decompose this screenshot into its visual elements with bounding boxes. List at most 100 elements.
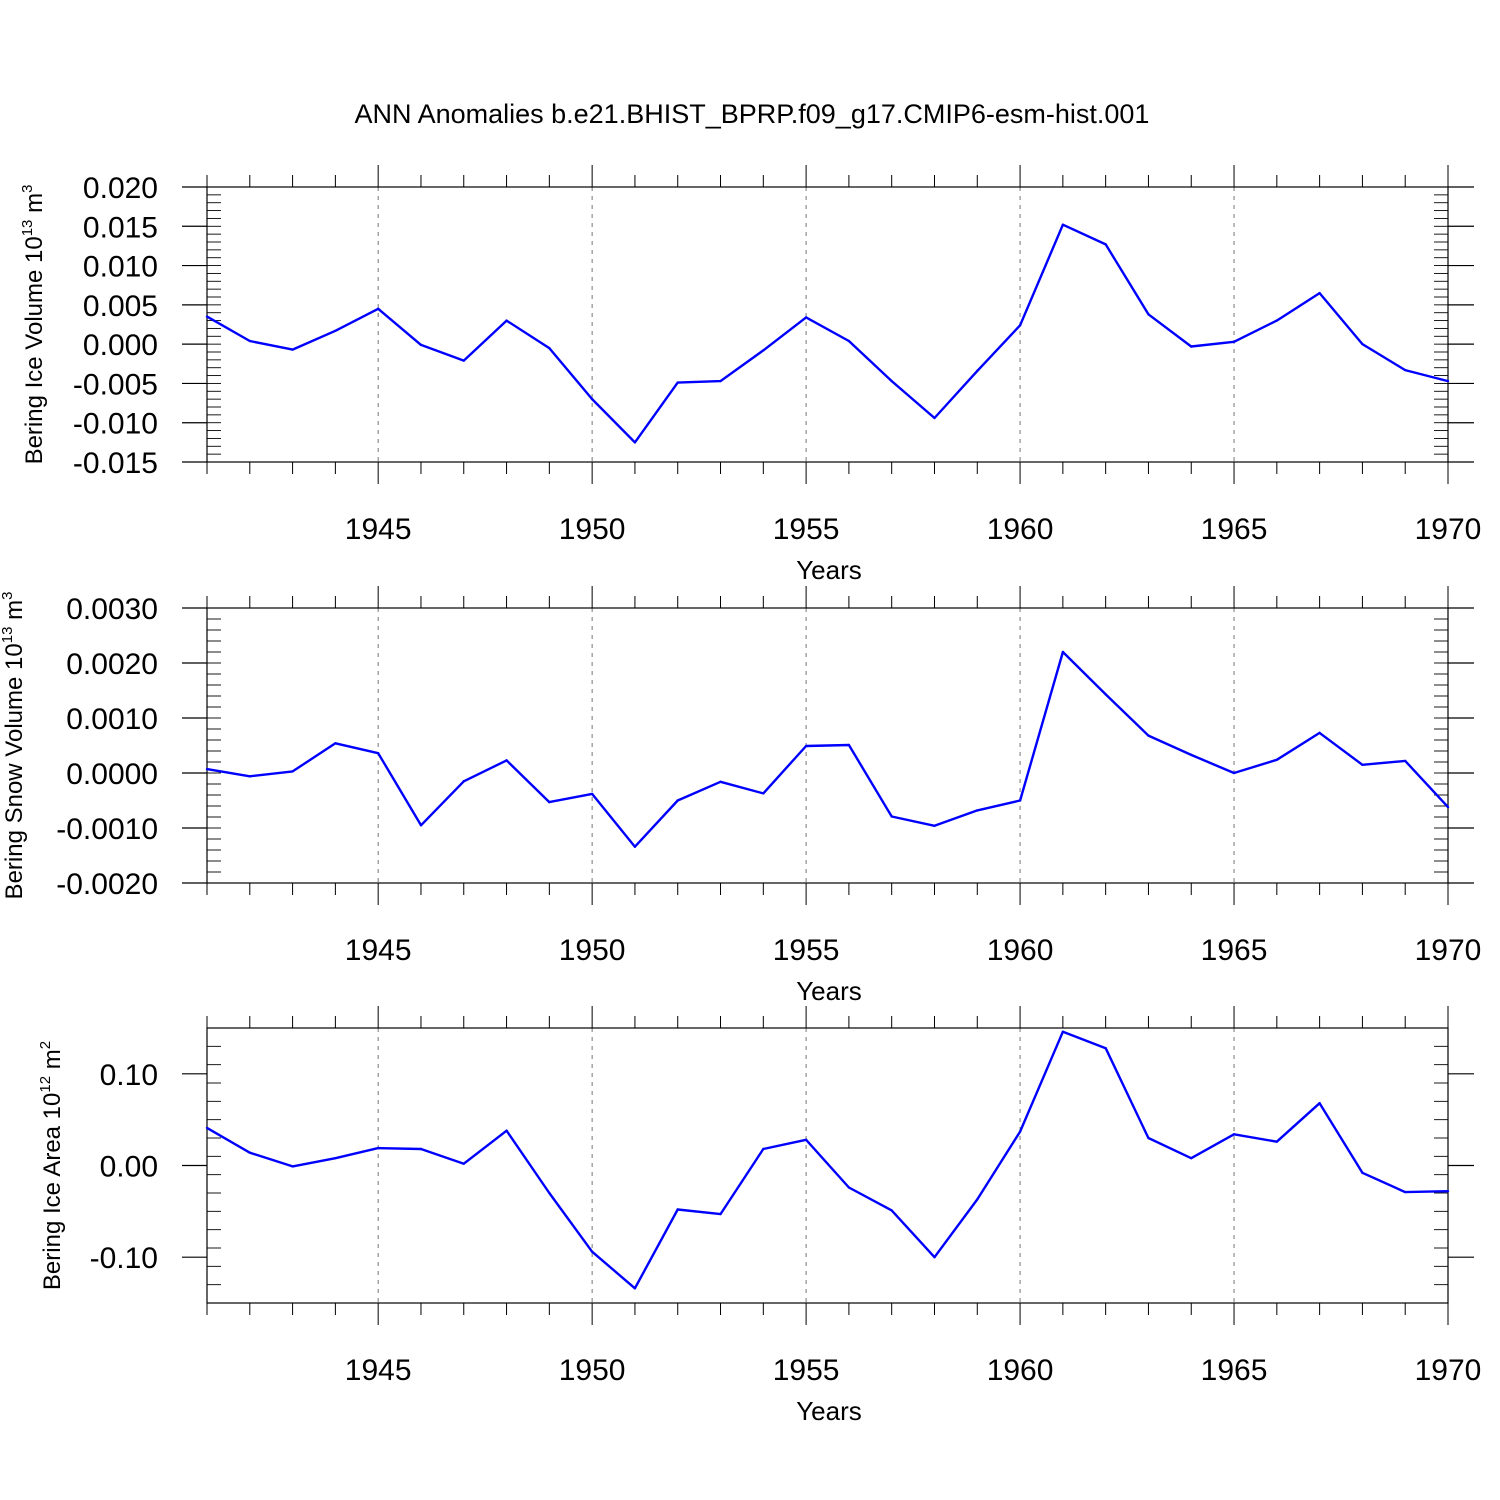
data-point [976, 369, 979, 373]
y-tick-label: -0.015 [73, 447, 158, 480]
data-point [676, 799, 679, 802]
y-axis-title: Bering Ice Volume 1013 m3 [19, 185, 48, 465]
data-point [1232, 1133, 1236, 1136]
x-tick-label: 1945 [345, 934, 412, 967]
data-point [462, 780, 465, 783]
data-point [334, 742, 337, 745]
x-tick-label: 1965 [1201, 513, 1268, 546]
y-tick-label: 0.020 [83, 172, 158, 205]
series-line [206, 223, 1449, 444]
data-point [1018, 799, 1022, 802]
data-point [719, 780, 722, 783]
data-point [205, 767, 209, 771]
data-point [462, 359, 465, 362]
y-tick-label: 0.10 [100, 1059, 158, 1092]
y-tick-label: 0.010 [83, 251, 158, 284]
data-point [419, 824, 423, 827]
data-point [847, 1186, 851, 1189]
data-point [1275, 1140, 1279, 1143]
data-point [1361, 1171, 1364, 1175]
data-point [1318, 731, 1321, 735]
data-point [1404, 1190, 1407, 1194]
data-point [676, 381, 679, 384]
data-point [505, 759, 508, 762]
data-point [548, 346, 551, 350]
plot-frame [206, 1027, 1449, 1304]
data-point [1190, 753, 1193, 757]
plot-frame [206, 607, 1449, 884]
data-point [933, 824, 936, 827]
data-point [205, 1126, 209, 1130]
data-point [847, 339, 851, 343]
data-point [847, 743, 851, 747]
x-tick-label: 1955 [773, 513, 840, 546]
data-point [762, 349, 765, 352]
data-point [719, 379, 722, 383]
y-axis-title-text: Bering Snow Volume 10 [1, 643, 28, 899]
data-point [1318, 1101, 1321, 1105]
y-tick-label: -0.0010 [56, 813, 158, 846]
y-axis-title-text: Bering Ice Area 10 [39, 1093, 66, 1290]
data-point [1147, 734, 1150, 737]
x-tick-label: 1965 [1201, 1354, 1268, 1387]
data-point [548, 800, 551, 804]
x-axis-title: Years [796, 976, 862, 1006]
data-point [1018, 324, 1022, 327]
y-tick-label: 0.005 [83, 290, 158, 323]
x-tick-label: 1965 [1201, 934, 1268, 967]
data-point [933, 416, 936, 420]
data-point [933, 1255, 936, 1259]
data-point [804, 316, 808, 319]
data-point [633, 441, 637, 444]
data-point [1104, 243, 1107, 246]
y-tick-label: -0.0020 [56, 868, 158, 901]
data-point [590, 1250, 594, 1253]
data-point [1104, 693, 1107, 696]
data-point [590, 397, 594, 401]
y-axis-title-unit: m [39, 1049, 66, 1076]
y-tick-label: -0.010 [73, 408, 158, 441]
data-point [505, 1129, 508, 1132]
x-tick-label: 1960 [987, 1354, 1054, 1387]
data-point [804, 1138, 808, 1142]
data-point [1318, 291, 1321, 295]
x-axis-title: Years [796, 555, 862, 585]
x-tick-label: 1970 [1415, 934, 1482, 967]
data-point [248, 339, 251, 343]
panel-3: -0.10 0.00 0.10 1945 1950 1955 1960 1965 1970 Yea… [37, 1006, 1481, 1426]
plot-frame [206, 186, 1449, 463]
x-tick-label: 1950 [559, 1354, 626, 1387]
data-point [1275, 319, 1279, 322]
y-tick-label: 0.0020 [66, 648, 158, 681]
x-tick-label: 1955 [773, 1354, 840, 1387]
y-tick-label: -0.005 [73, 368, 158, 401]
data-point [676, 1208, 679, 1211]
x-tick-label: 1970 [1415, 1354, 1482, 1387]
data-point [1275, 758, 1279, 761]
data-point [334, 1156, 337, 1160]
data-point [1018, 1130, 1022, 1133]
y-axis-title-unit-exponent: 3 [19, 185, 36, 193]
data-point [1404, 759, 1407, 763]
data-point [590, 792, 594, 796]
y-axis-title-exponent: 13 [0, 627, 16, 644]
x-axis-title: Years [796, 1396, 862, 1426]
data-point [1361, 763, 1364, 766]
data-point [890, 1209, 893, 1212]
data-point [419, 1147, 423, 1151]
x-tick-label: 1950 [559, 513, 626, 546]
y-axis-title-unit-exponent: 3 [0, 592, 16, 600]
data-point [376, 307, 380, 310]
data-point [419, 343, 423, 347]
data-point [719, 1212, 722, 1216]
data-point [1147, 313, 1150, 316]
y-axis-title: Bering Ice Area 1012 m2 [37, 1041, 66, 1290]
series-line [206, 650, 1449, 848]
y-tick-label: -0.10 [90, 1242, 158, 1275]
data-point [291, 770, 294, 773]
y-axis-title-exponent: 12 [37, 1076, 54, 1093]
panel-2: -0.0020 -0.0010 0.0000 0.0010 0.0020 0.0030 19… [0, 586, 1481, 1006]
data-point [633, 1287, 637, 1290]
x-tick-label: 1945 [345, 1354, 412, 1387]
